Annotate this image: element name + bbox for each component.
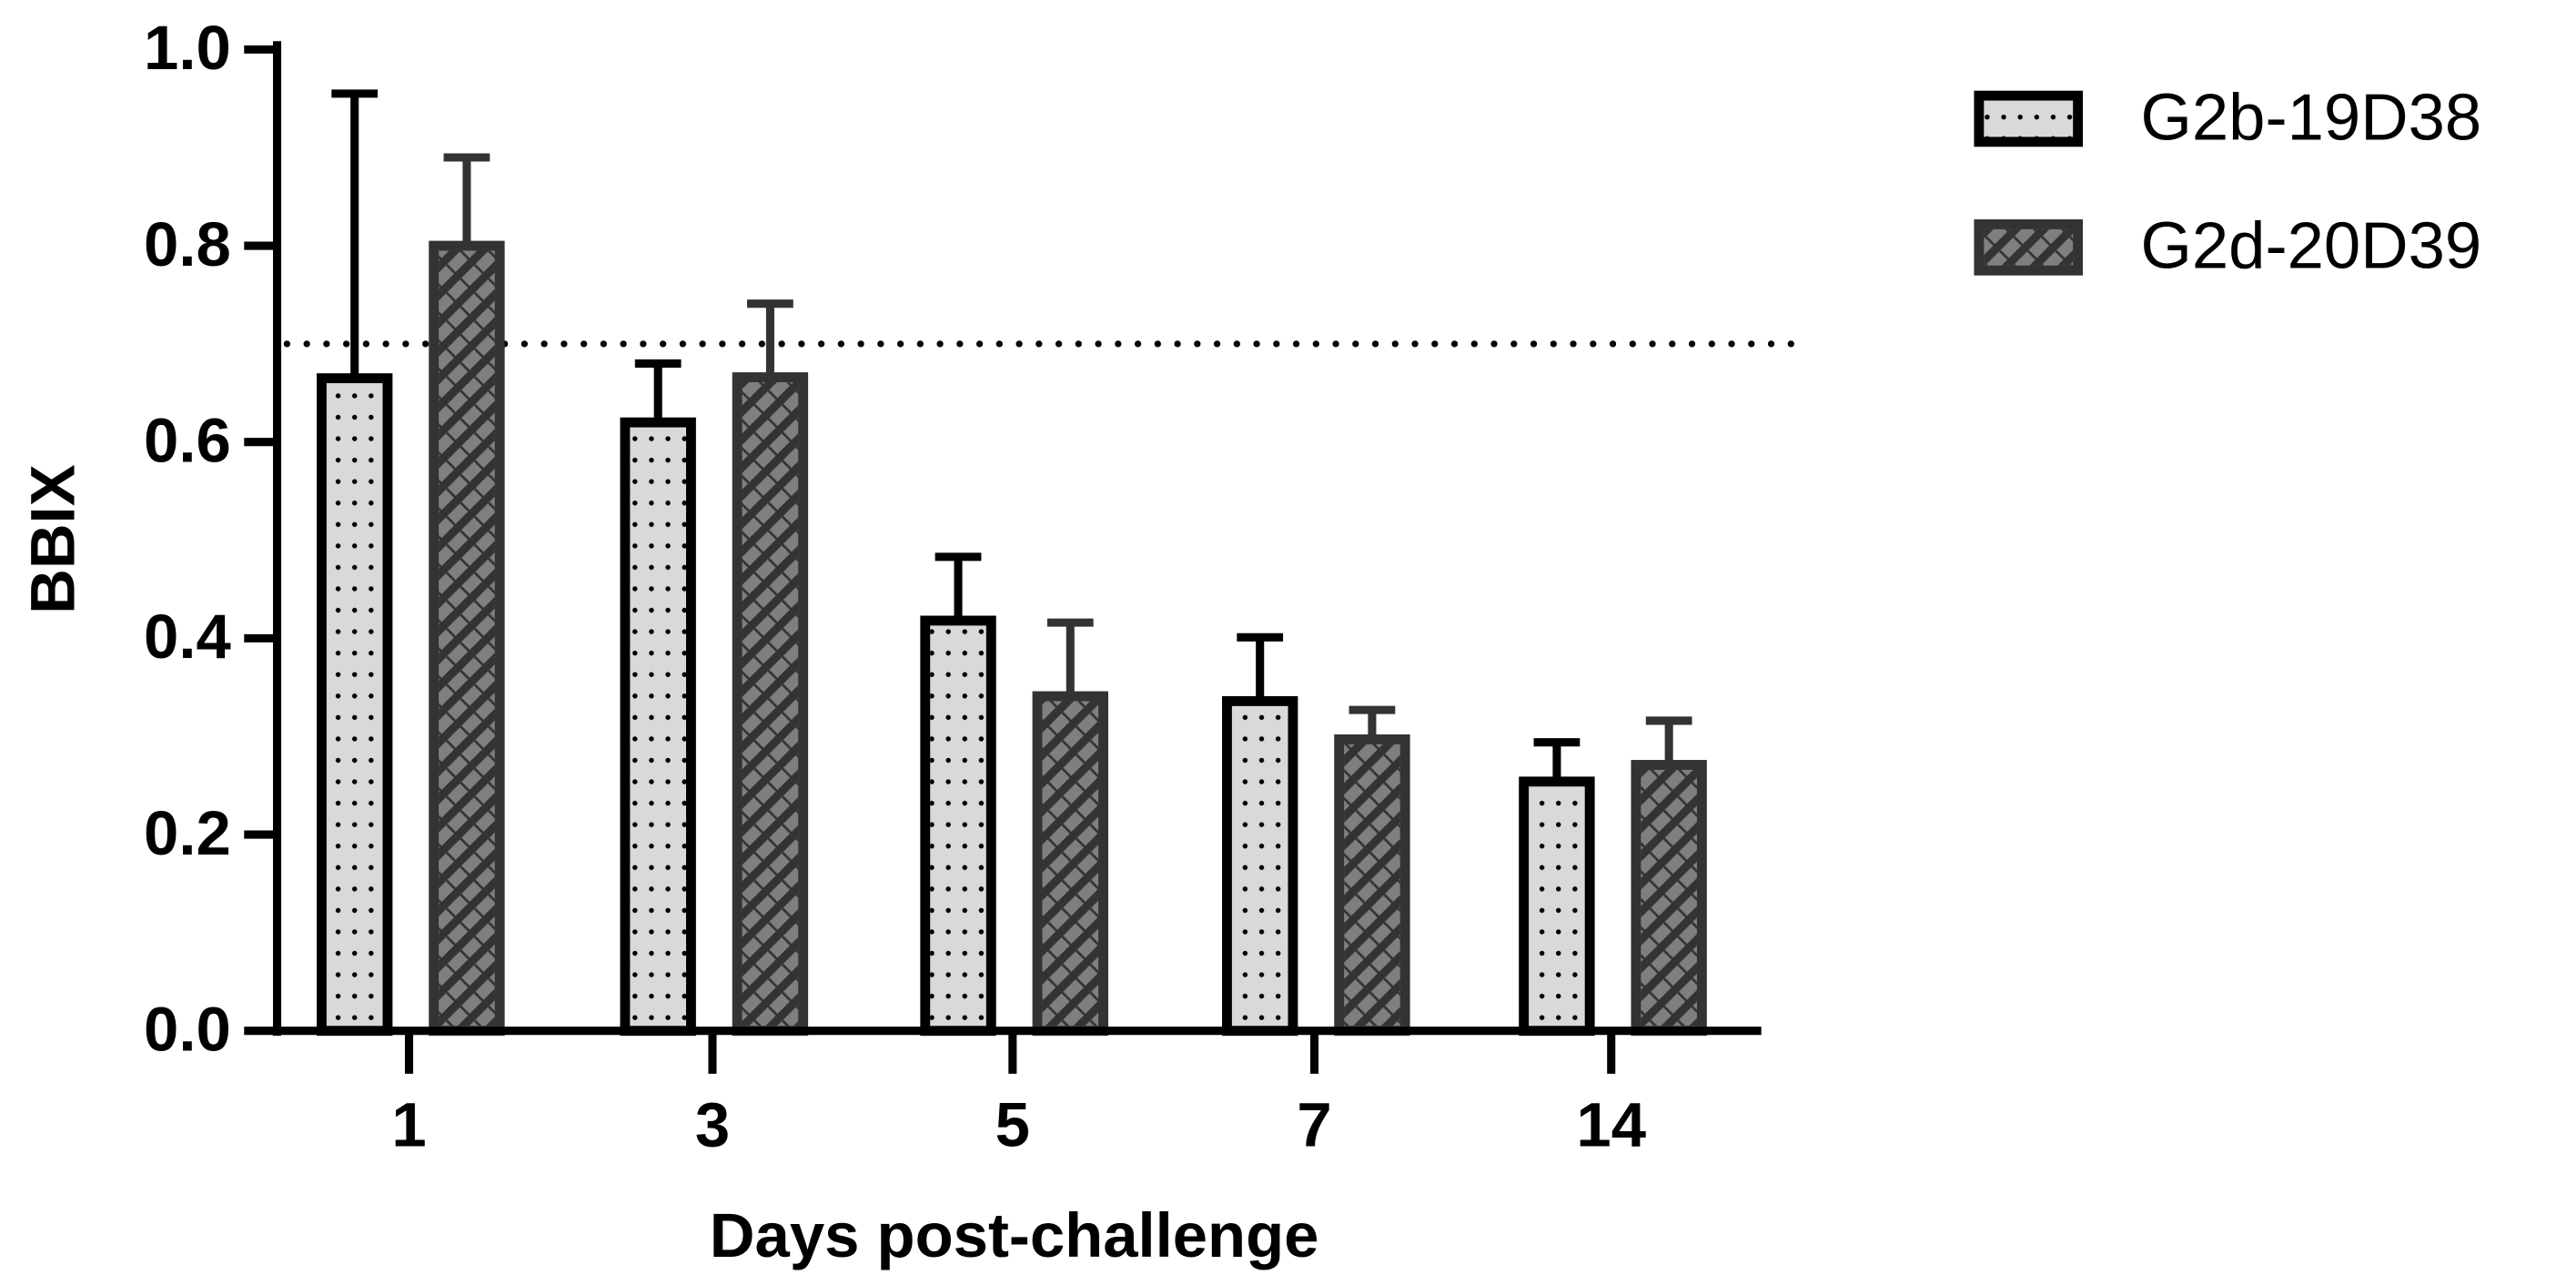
y-tick-label: 0.0 (144, 995, 231, 1065)
bar-pattern (1042, 701, 1099, 1027)
y-tick-label: 1.0 (144, 13, 231, 83)
error-bar (934, 552, 982, 621)
error-bar (1645, 716, 1692, 765)
legend-label: G2d-20D39 (2140, 209, 2481, 283)
error-bar (747, 299, 793, 378)
bar-pattern (930, 625, 986, 1027)
bar-pattern (630, 427, 686, 1027)
bar-pattern (1641, 769, 1697, 1027)
y-tick-label: 0.8 (144, 209, 231, 279)
bar-pattern (326, 383, 383, 1027)
bar-pattern (439, 250, 495, 1027)
bar-pattern (1231, 705, 1288, 1027)
bar-pattern (1529, 786, 1585, 1027)
bar-pattern (1344, 744, 1400, 1027)
x-axis-title: Days post-challenge (710, 1200, 1319, 1270)
error-bar (1237, 632, 1284, 702)
error-bar (634, 359, 682, 423)
x-tick-label: 1 (391, 1090, 426, 1160)
y-tick-label: 0.6 (144, 406, 231, 476)
legend-swatch-pattern (1984, 228, 2074, 266)
legend-label: G2b-19D38 (2140, 80, 2481, 154)
error-bar (1533, 738, 1581, 782)
y-axis-title: BBIX (18, 464, 88, 614)
x-tick-label: 14 (1576, 1090, 1646, 1160)
y-tick-label: 0.2 (144, 798, 231, 868)
x-tick-label: 7 (1297, 1090, 1331, 1160)
error-bar (443, 153, 490, 247)
legend-swatch-pattern (1984, 100, 2074, 137)
y-tick-label: 0.4 (144, 602, 231, 672)
error-bar (1046, 618, 1094, 697)
error-bar (331, 89, 379, 379)
x-tick-label: 3 (695, 1090, 730, 1160)
bar-pattern (742, 381, 799, 1027)
x-tick-label: 5 (995, 1090, 1030, 1160)
